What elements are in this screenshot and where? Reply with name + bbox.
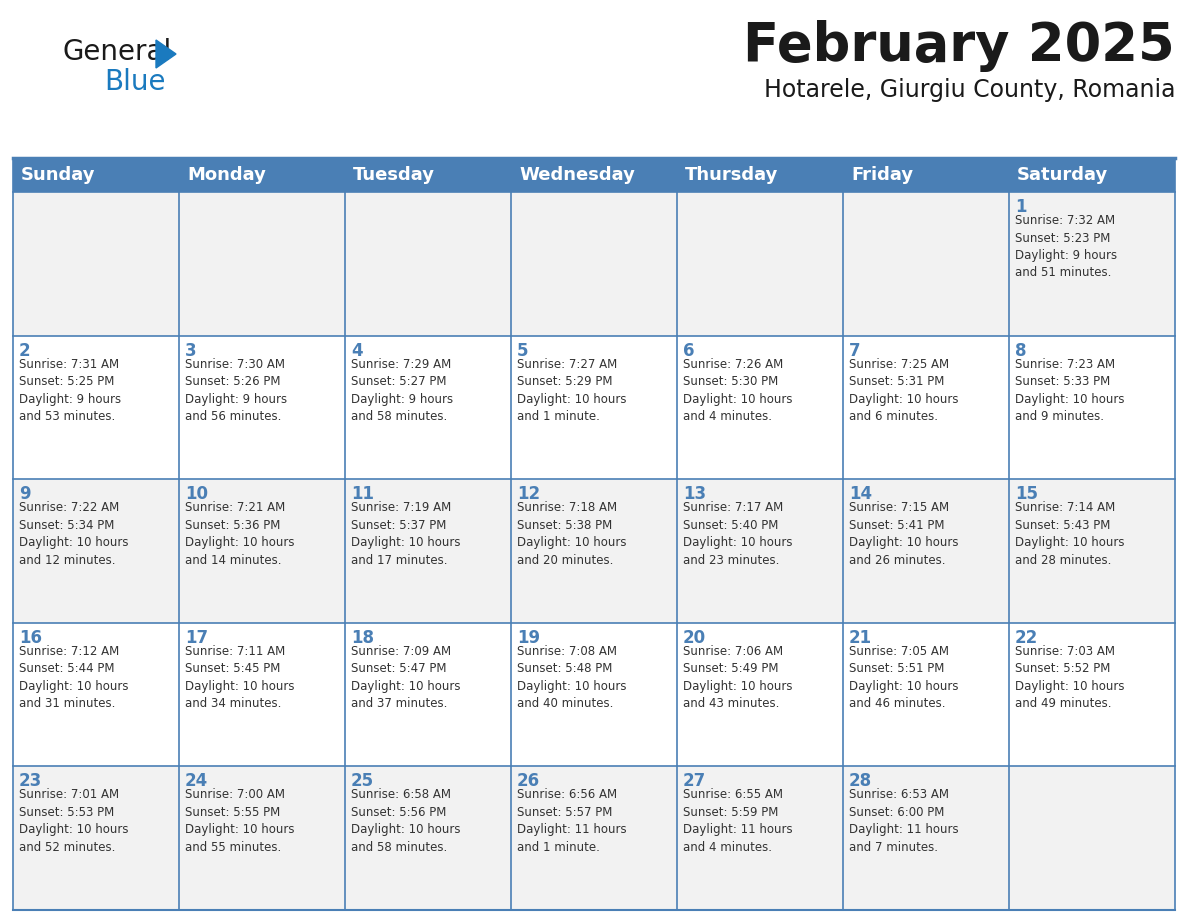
Text: Sunrise: 7:14 AM
Sunset: 5:43 PM
Daylight: 10 hours
and 28 minutes.: Sunrise: 7:14 AM Sunset: 5:43 PM Dayligh…: [1015, 501, 1125, 566]
Text: Sunrise: 7:18 AM
Sunset: 5:38 PM
Daylight: 10 hours
and 20 minutes.: Sunrise: 7:18 AM Sunset: 5:38 PM Dayligh…: [517, 501, 626, 566]
Text: 16: 16: [19, 629, 42, 647]
Text: 9: 9: [19, 486, 31, 503]
Text: 20: 20: [683, 629, 706, 647]
Text: Sunrise: 7:12 AM
Sunset: 5:44 PM
Daylight: 10 hours
and 31 minutes.: Sunrise: 7:12 AM Sunset: 5:44 PM Dayligh…: [19, 644, 128, 711]
Text: 4: 4: [350, 341, 362, 360]
Polygon shape: [156, 40, 176, 68]
Text: Sunrise: 7:11 AM
Sunset: 5:45 PM
Daylight: 10 hours
and 34 minutes.: Sunrise: 7:11 AM Sunset: 5:45 PM Dayligh…: [185, 644, 295, 711]
Text: 26: 26: [517, 772, 541, 790]
Text: Wednesday: Wednesday: [519, 166, 634, 184]
Text: Sunrise: 6:53 AM
Sunset: 6:00 PM
Daylight: 11 hours
and 7 minutes.: Sunrise: 6:53 AM Sunset: 6:00 PM Dayligh…: [849, 789, 959, 854]
Text: Sunrise: 7:03 AM
Sunset: 5:52 PM
Daylight: 10 hours
and 49 minutes.: Sunrise: 7:03 AM Sunset: 5:52 PM Dayligh…: [1015, 644, 1125, 711]
Text: 19: 19: [517, 629, 541, 647]
Text: 17: 17: [185, 629, 208, 647]
Text: Hotarele, Giurgiu County, Romania: Hotarele, Giurgiu County, Romania: [764, 78, 1175, 102]
Text: Sunrise: 7:08 AM
Sunset: 5:48 PM
Daylight: 10 hours
and 40 minutes.: Sunrise: 7:08 AM Sunset: 5:48 PM Dayligh…: [517, 644, 626, 711]
Text: Sunrise: 6:58 AM
Sunset: 5:56 PM
Daylight: 10 hours
and 58 minutes.: Sunrise: 6:58 AM Sunset: 5:56 PM Dayligh…: [350, 789, 461, 854]
Text: 1: 1: [1015, 198, 1026, 216]
Text: 18: 18: [350, 629, 374, 647]
Text: Sunrise: 7:32 AM
Sunset: 5:23 PM
Daylight: 9 hours
and 51 minutes.: Sunrise: 7:32 AM Sunset: 5:23 PM Dayligh…: [1015, 214, 1117, 279]
Text: 23: 23: [19, 772, 43, 790]
Bar: [13, 336, 1175, 479]
Text: 7: 7: [849, 341, 860, 360]
Text: Sunrise: 7:19 AM
Sunset: 5:37 PM
Daylight: 10 hours
and 17 minutes.: Sunrise: 7:19 AM Sunset: 5:37 PM Dayligh…: [350, 501, 461, 566]
Text: 3: 3: [185, 341, 197, 360]
Text: 12: 12: [517, 486, 541, 503]
Text: Sunrise: 7:05 AM
Sunset: 5:51 PM
Daylight: 10 hours
and 46 minutes.: Sunrise: 7:05 AM Sunset: 5:51 PM Dayligh…: [849, 644, 959, 711]
Bar: [13, 158, 1175, 192]
Text: Thursday: Thursday: [685, 166, 778, 184]
Text: 6: 6: [683, 341, 695, 360]
Text: 10: 10: [185, 486, 208, 503]
Text: 27: 27: [683, 772, 706, 790]
Text: 14: 14: [849, 486, 872, 503]
Text: 21: 21: [849, 629, 872, 647]
Text: Sunrise: 7:01 AM
Sunset: 5:53 PM
Daylight: 10 hours
and 52 minutes.: Sunrise: 7:01 AM Sunset: 5:53 PM Dayligh…: [19, 789, 128, 854]
Text: Sunrise: 7:00 AM
Sunset: 5:55 PM
Daylight: 10 hours
and 55 minutes.: Sunrise: 7:00 AM Sunset: 5:55 PM Dayligh…: [185, 789, 295, 854]
Text: 5: 5: [517, 341, 529, 360]
Text: 13: 13: [683, 486, 706, 503]
Text: Sunday: Sunday: [21, 166, 95, 184]
Text: Sunrise: 7:09 AM
Sunset: 5:47 PM
Daylight: 10 hours
and 37 minutes.: Sunrise: 7:09 AM Sunset: 5:47 PM Dayligh…: [350, 644, 461, 711]
Text: 15: 15: [1015, 486, 1038, 503]
Text: Saturday: Saturday: [1017, 166, 1108, 184]
Text: Sunrise: 7:27 AM
Sunset: 5:29 PM
Daylight: 10 hours
and 1 minute.: Sunrise: 7:27 AM Sunset: 5:29 PM Dayligh…: [517, 358, 626, 423]
Text: Sunrise: 7:31 AM
Sunset: 5:25 PM
Daylight: 9 hours
and 53 minutes.: Sunrise: 7:31 AM Sunset: 5:25 PM Dayligh…: [19, 358, 121, 423]
Text: Sunrise: 6:55 AM
Sunset: 5:59 PM
Daylight: 11 hours
and 4 minutes.: Sunrise: 6:55 AM Sunset: 5:59 PM Dayligh…: [683, 789, 792, 854]
Text: Sunrise: 7:15 AM
Sunset: 5:41 PM
Daylight: 10 hours
and 26 minutes.: Sunrise: 7:15 AM Sunset: 5:41 PM Dayligh…: [849, 501, 959, 566]
Bar: [13, 192, 1175, 336]
Text: 8: 8: [1015, 341, 1026, 360]
Text: February 2025: February 2025: [744, 20, 1175, 72]
Bar: [13, 767, 1175, 910]
Text: 22: 22: [1015, 629, 1038, 647]
Text: Tuesday: Tuesday: [353, 166, 435, 184]
Text: Sunrise: 7:23 AM
Sunset: 5:33 PM
Daylight: 10 hours
and 9 minutes.: Sunrise: 7:23 AM Sunset: 5:33 PM Dayligh…: [1015, 358, 1125, 423]
Text: Monday: Monday: [187, 166, 266, 184]
Text: Sunrise: 7:06 AM
Sunset: 5:49 PM
Daylight: 10 hours
and 43 minutes.: Sunrise: 7:06 AM Sunset: 5:49 PM Dayligh…: [683, 644, 792, 711]
Text: Sunrise: 7:30 AM
Sunset: 5:26 PM
Daylight: 9 hours
and 56 minutes.: Sunrise: 7:30 AM Sunset: 5:26 PM Dayligh…: [185, 358, 287, 423]
Text: Sunrise: 7:26 AM
Sunset: 5:30 PM
Daylight: 10 hours
and 4 minutes.: Sunrise: 7:26 AM Sunset: 5:30 PM Dayligh…: [683, 358, 792, 423]
Text: 11: 11: [350, 486, 374, 503]
Text: 28: 28: [849, 772, 872, 790]
Text: General: General: [62, 38, 171, 66]
Text: Sunrise: 7:21 AM
Sunset: 5:36 PM
Daylight: 10 hours
and 14 minutes.: Sunrise: 7:21 AM Sunset: 5:36 PM Dayligh…: [185, 501, 295, 566]
Text: 24: 24: [185, 772, 208, 790]
Bar: [13, 622, 1175, 767]
Text: Sunrise: 7:17 AM
Sunset: 5:40 PM
Daylight: 10 hours
and 23 minutes.: Sunrise: 7:17 AM Sunset: 5:40 PM Dayligh…: [683, 501, 792, 566]
Text: Sunrise: 6:56 AM
Sunset: 5:57 PM
Daylight: 11 hours
and 1 minute.: Sunrise: 6:56 AM Sunset: 5:57 PM Dayligh…: [517, 789, 626, 854]
Text: Sunrise: 7:29 AM
Sunset: 5:27 PM
Daylight: 9 hours
and 58 minutes.: Sunrise: 7:29 AM Sunset: 5:27 PM Dayligh…: [350, 358, 453, 423]
Text: Sunrise: 7:25 AM
Sunset: 5:31 PM
Daylight: 10 hours
and 6 minutes.: Sunrise: 7:25 AM Sunset: 5:31 PM Dayligh…: [849, 358, 959, 423]
Text: Blue: Blue: [105, 68, 165, 96]
Text: Sunrise: 7:22 AM
Sunset: 5:34 PM
Daylight: 10 hours
and 12 minutes.: Sunrise: 7:22 AM Sunset: 5:34 PM Dayligh…: [19, 501, 128, 566]
Text: Friday: Friday: [851, 166, 914, 184]
Bar: [13, 479, 1175, 622]
Text: 25: 25: [350, 772, 374, 790]
Text: 2: 2: [19, 341, 31, 360]
